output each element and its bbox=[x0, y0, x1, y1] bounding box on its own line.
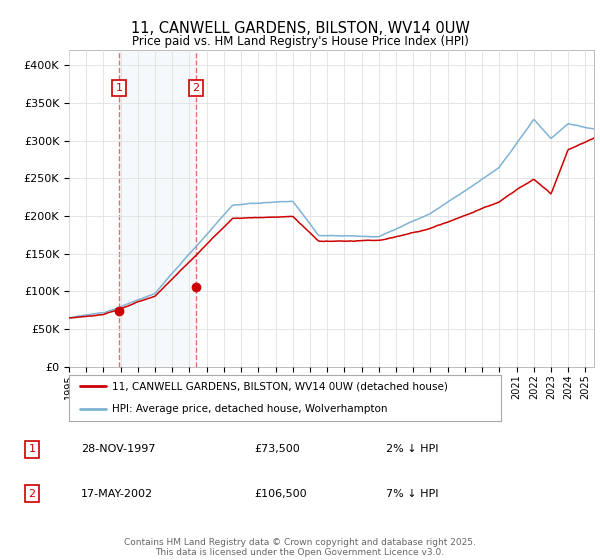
Text: HPI: Average price, detached house, Wolverhampton: HPI: Average price, detached house, Wolv… bbox=[112, 404, 388, 414]
Text: 2: 2 bbox=[29, 489, 36, 499]
Text: 1: 1 bbox=[29, 445, 35, 454]
Text: 7% ↓ HPI: 7% ↓ HPI bbox=[386, 489, 439, 499]
Text: 2% ↓ HPI: 2% ↓ HPI bbox=[386, 445, 439, 454]
Text: 17-MAY-2002: 17-MAY-2002 bbox=[81, 489, 153, 499]
Text: £73,500: £73,500 bbox=[254, 445, 299, 454]
Text: 11, CANWELL GARDENS, BILSTON, WV14 0UW (detached house): 11, CANWELL GARDENS, BILSTON, WV14 0UW (… bbox=[112, 381, 448, 391]
Text: 1: 1 bbox=[115, 83, 122, 93]
Bar bbox=[119, 50, 196, 367]
Text: Contains HM Land Registry data © Crown copyright and database right 2025.
This d: Contains HM Land Registry data © Crown c… bbox=[124, 538, 476, 557]
Text: 2: 2 bbox=[193, 83, 200, 93]
Text: 28-NOV-1997: 28-NOV-1997 bbox=[81, 445, 155, 454]
Text: £106,500: £106,500 bbox=[254, 489, 307, 499]
Text: Price paid vs. HM Land Registry's House Price Index (HPI): Price paid vs. HM Land Registry's House … bbox=[131, 35, 469, 48]
Text: 11, CANWELL GARDENS, BILSTON, WV14 0UW: 11, CANWELL GARDENS, BILSTON, WV14 0UW bbox=[131, 21, 469, 36]
